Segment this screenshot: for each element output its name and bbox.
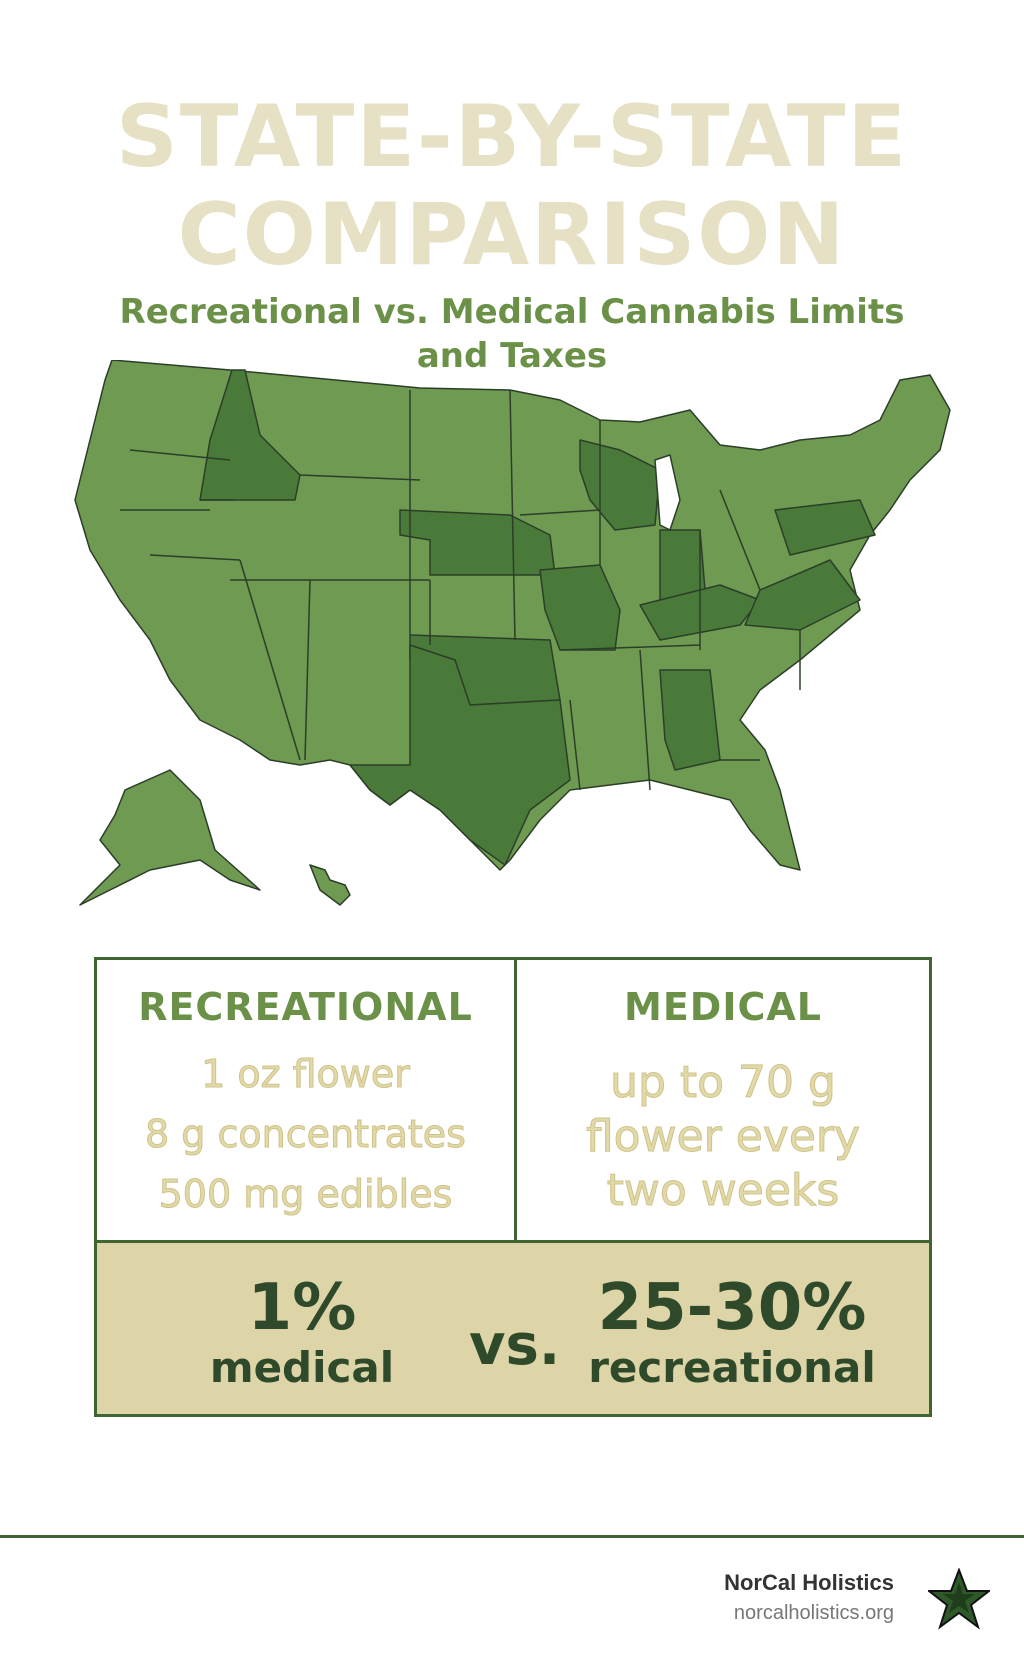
medical-limit-text: up to 70 g flower every two weeks bbox=[585, 1057, 861, 1217]
recreational-tax: 25-30% recreational bbox=[577, 1273, 887, 1393]
title-line-1: STATE-BY-STATE bbox=[115, 87, 909, 187]
recreational-limit-flower: 1 oz flower bbox=[201, 1052, 411, 1097]
tax-comparison-band: 1% medical vs. 25-30% recreational bbox=[97, 1240, 929, 1414]
brand-url: norcalholistics.org bbox=[733, 1602, 894, 1624]
medical-tax: 1% medical bbox=[197, 1273, 407, 1393]
recreational-heading: RECREATIONAL bbox=[138, 985, 473, 1029]
state-texas bbox=[349, 644, 571, 866]
medical-column: MEDICAL up to 70 g flower every two week… bbox=[517, 960, 929, 1240]
footer-brand: NorCal Holistics norcalholistics.org bbox=[724, 1568, 894, 1628]
state-idaho bbox=[199, 369, 301, 501]
subtitle: Recreational vs. Medical Cannabis Limits… bbox=[100, 290, 924, 378]
state-nebraska bbox=[399, 509, 556, 576]
state-alabama bbox=[659, 669, 721, 771]
state-hawaii bbox=[309, 864, 351, 906]
us-map-icon bbox=[0, 360, 1024, 930]
title-line-2: COMPARISON bbox=[177, 185, 847, 285]
medical-tax-label: medical bbox=[209, 1343, 395, 1392]
state-virginia bbox=[744, 559, 861, 631]
state-pennsylvania bbox=[774, 499, 876, 556]
subtitle-line-2: and Taxes bbox=[416, 336, 608, 376]
recreational-limit-concentrates: 8 g concentrates bbox=[145, 1112, 467, 1157]
recreational-limit-edibles: 500 mg edibles bbox=[158, 1172, 453, 1217]
column-divider bbox=[514, 960, 517, 1240]
state-alaska bbox=[79, 769, 261, 906]
star-icon bbox=[928, 1568, 990, 1630]
recreational-tax-rate: 25-30% bbox=[597, 1271, 867, 1345]
medical-tax-rate: 1% bbox=[247, 1271, 357, 1345]
footer-divider bbox=[0, 1535, 1024, 1538]
subtitle-line-1: Recreational vs. Medical Cannabis Limits bbox=[119, 292, 905, 332]
page-title: STATE-BY-STATE COMPARISON bbox=[0, 88, 1024, 284]
brand-name: NorCal Holistics bbox=[724, 1570, 894, 1595]
recreational-column: RECREATIONAL 1 oz flower 8 g concentrate… bbox=[97, 960, 514, 1240]
recreational-limits-list: 1 oz flower 8 g concentrates 500 mg edib… bbox=[97, 1044, 514, 1224]
versus-label: vs. bbox=[469, 1313, 561, 1378]
limits-comparison-box: RECREATIONAL 1 oz flower 8 g concentrate… bbox=[94, 957, 932, 1417]
medical-heading: MEDICAL bbox=[624, 985, 822, 1029]
great-lakes bbox=[654, 454, 681, 531]
recreational-tax-label: recreational bbox=[588, 1343, 876, 1392]
